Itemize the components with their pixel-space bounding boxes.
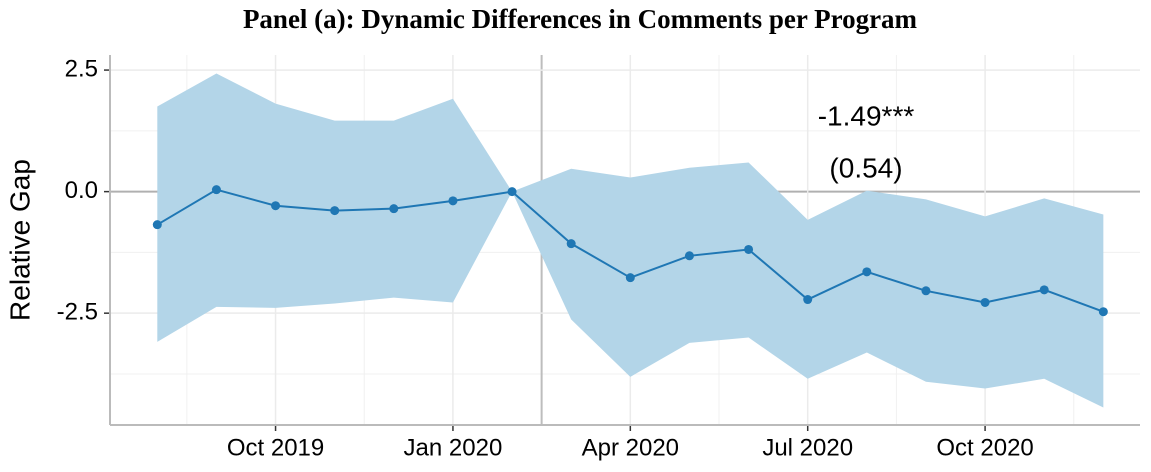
x-tick-label: Apr 2020 <box>582 434 679 461</box>
y-tick-label: -2.5 <box>57 299 98 326</box>
point <box>448 196 458 206</box>
point <box>389 204 399 214</box>
y-tick-label: 0.0 <box>65 177 98 204</box>
point <box>271 201 281 211</box>
point <box>152 220 162 230</box>
point <box>211 185 221 195</box>
point <box>803 295 813 305</box>
x-tick-label: Jul 2020 <box>762 434 853 461</box>
y-tick-label: 2.5 <box>65 55 98 82</box>
point <box>862 267 872 277</box>
annotation: -1.49*** <box>818 100 915 131</box>
point <box>1039 285 1049 295</box>
point <box>1098 307 1108 317</box>
annotation: (0.54) <box>829 152 902 183</box>
x-tick-label: Oct 2019 <box>227 434 324 461</box>
y-axis-label: Relative Gap <box>4 159 35 321</box>
point <box>330 206 340 216</box>
x-tick-label: Jan 2020 <box>404 434 503 461</box>
confidence-band <box>157 73 1104 408</box>
point <box>625 273 635 283</box>
point <box>980 297 990 307</box>
point <box>744 244 754 254</box>
x-tick-label: Oct 2020 <box>936 434 1033 461</box>
point <box>566 239 576 249</box>
chart-title: Panel (a): Dynamic Differences in Commen… <box>243 4 918 34</box>
point <box>507 187 517 197</box>
point <box>684 251 694 261</box>
point <box>921 286 931 296</box>
